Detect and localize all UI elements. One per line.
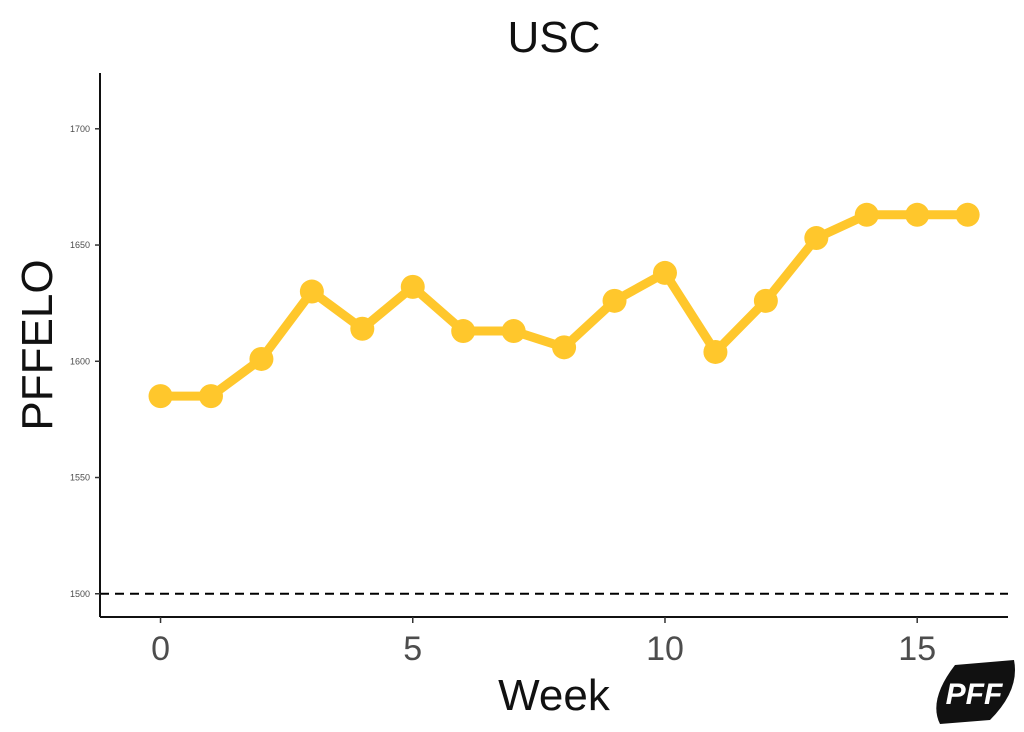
y-tick-label: 1700: [70, 124, 90, 134]
pff-logo-text: PFF: [946, 678, 1003, 711]
series-line: [156, 210, 973, 401]
x-tick-label: 10: [646, 630, 684, 668]
data-point: [299, 279, 324, 304]
data-point: [552, 335, 577, 360]
data-point: [198, 384, 223, 409]
x-tick-label: 0: [151, 630, 170, 668]
data-point: [652, 260, 677, 285]
data-point: [350, 316, 375, 341]
data-point: [451, 319, 476, 344]
data-point: [148, 384, 173, 409]
data-point: [400, 274, 425, 299]
data-point: [602, 288, 627, 313]
data-point: [955, 202, 980, 227]
data-point: [905, 202, 930, 227]
chart-title: USC: [508, 13, 601, 62]
x-tick-label: 15: [898, 630, 936, 668]
plot-area: 1500 1550 1600 1650 1700 0 5 10 15: [70, 73, 1008, 668]
y-tick-label: 1600: [70, 356, 90, 366]
x-axis-title: Week: [498, 671, 611, 720]
data-point: [501, 319, 526, 344]
data-point: [249, 346, 274, 371]
data-point: [854, 202, 879, 227]
y-axis-title: PFFELO: [13, 259, 62, 430]
y-tick-label: 1500: [70, 589, 90, 599]
x-tick-label: 5: [403, 630, 422, 668]
data-point: [753, 288, 778, 313]
y-tick-label: 1650: [70, 240, 90, 250]
y-tick-label: 1550: [70, 473, 90, 483]
data-point: [703, 339, 728, 364]
data-point: [804, 226, 829, 251]
pff-logo: PFF: [936, 660, 1015, 724]
